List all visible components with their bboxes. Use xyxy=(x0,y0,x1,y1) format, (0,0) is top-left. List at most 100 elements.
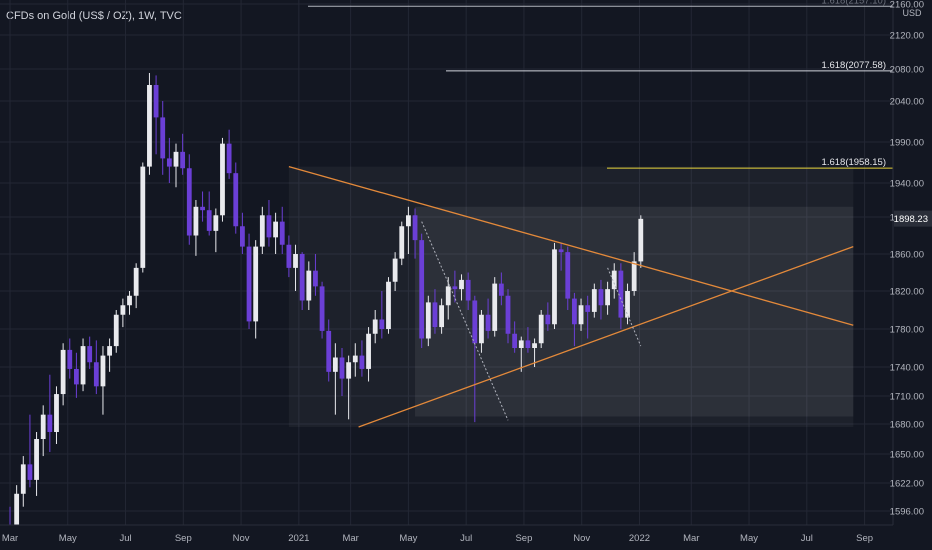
triangle-lower-line xyxy=(358,245,854,428)
candle-body xyxy=(266,215,272,238)
time-tick-label: 2022 xyxy=(629,533,650,544)
candle-body xyxy=(565,252,571,299)
candle-body xyxy=(34,439,39,480)
candle-body xyxy=(379,319,385,329)
candle-body xyxy=(598,289,604,306)
candle-body xyxy=(193,206,199,236)
time-axis[interactable]: Mar May Jul Sep Nov 2021 Mar May Jul Sep Nov 2022 Ma… xyxy=(0,524,932,550)
candle-body xyxy=(100,355,106,387)
candle-body xyxy=(186,168,192,236)
time-tick-label: Mar xyxy=(2,533,18,544)
candle-body xyxy=(578,305,584,325)
dashed-projection-line xyxy=(421,221,509,421)
candle-body xyxy=(93,362,99,387)
price-tick-label: 1860.00 xyxy=(890,250,924,261)
candle-body xyxy=(120,305,126,315)
price-tick-label: 1622.00 xyxy=(890,479,924,490)
candle-body xyxy=(591,289,597,312)
candle-body xyxy=(332,357,338,372)
candle-body xyxy=(20,464,26,494)
candle-body xyxy=(40,414,46,439)
candle-body xyxy=(113,314,119,347)
time-tick-label: Mar xyxy=(342,533,358,544)
trend-lines xyxy=(288,165,854,428)
candle-body xyxy=(173,151,179,167)
candle-body xyxy=(631,261,637,291)
candle-body xyxy=(200,206,205,211)
price-axis[interactable]: 1596.00 1622.00 1650.00 1680.00 1710.00 1740.… xyxy=(890,0,932,550)
time-tick-label: May xyxy=(399,533,417,544)
time-tick-label: Sep xyxy=(175,533,192,544)
candle-body xyxy=(206,210,212,231)
candle-body xyxy=(406,215,411,227)
candle-body xyxy=(525,340,531,348)
price-tick-label: 2080.00 xyxy=(890,65,924,76)
candle-body xyxy=(253,246,259,322)
candle-body xyxy=(465,279,471,301)
candle-body xyxy=(107,346,112,356)
candle-body xyxy=(319,286,325,331)
candle-body xyxy=(419,240,425,339)
price-tick-label: 1990.00 xyxy=(890,138,924,149)
candle-body xyxy=(399,226,405,259)
candle-body xyxy=(180,151,186,169)
price-tick-label: 1650.00 xyxy=(890,450,924,461)
candle-body xyxy=(459,279,464,290)
candle-body xyxy=(425,302,431,339)
candle-body xyxy=(233,173,239,227)
price-tick-label: 2120.00 xyxy=(890,31,924,42)
candle-body xyxy=(432,302,438,328)
time-tick-label: May xyxy=(740,533,758,544)
candle-body xyxy=(60,349,66,395)
candle-body xyxy=(392,258,398,282)
price-tick-label: 1710.00 xyxy=(890,392,924,403)
candle-body xyxy=(638,218,644,262)
fib-level-label: 1.618(2077.58) xyxy=(822,60,886,71)
candle-body xyxy=(439,305,444,328)
candle-body xyxy=(485,314,491,331)
candle-body xyxy=(538,314,544,344)
candle-body xyxy=(279,221,285,245)
price-tick-label: 1596.00 xyxy=(890,507,924,518)
candle-body xyxy=(166,158,172,167)
fib-levels: 1.618(2157.10) 1.618(2077.58) 1.618(1958.1… xyxy=(308,0,893,169)
candle-body xyxy=(479,314,484,344)
time-tick-label: Sep xyxy=(515,533,532,544)
candle-body xyxy=(220,143,225,216)
candle-body xyxy=(326,330,332,372)
time-tick-label: 2021 xyxy=(288,533,309,544)
candle-body xyxy=(445,286,451,306)
time-tick-label: Nov xyxy=(233,533,250,544)
candle-body xyxy=(127,295,132,306)
candle-body xyxy=(286,244,292,268)
last-price-tag xyxy=(894,210,932,227)
candle-body xyxy=(505,295,511,334)
candle-body xyxy=(259,215,265,247)
candle-body xyxy=(518,340,524,348)
candle-body xyxy=(87,346,93,363)
candle-body xyxy=(153,85,159,118)
candle-body xyxy=(625,291,630,318)
candle-body xyxy=(27,464,33,480)
range-boxes xyxy=(288,166,854,427)
candle-body xyxy=(306,270,312,301)
candle-body xyxy=(226,143,232,174)
candle-body xyxy=(240,226,245,247)
price-axis-bg xyxy=(893,0,932,550)
range-box-inner xyxy=(415,206,854,417)
time-tick-label: Mar xyxy=(683,533,699,544)
time-tick-label: May xyxy=(59,533,77,544)
candle-body xyxy=(67,349,73,369)
fib-level-label: 1.618(2157.10) xyxy=(822,0,886,6)
candle-body xyxy=(74,368,79,385)
chart-title: CFDs on Gold (US$ / OZ), 1W, TVC xyxy=(6,10,182,22)
candle-body xyxy=(147,85,152,167)
candle-body xyxy=(545,314,551,325)
candle-body xyxy=(299,254,305,301)
candle-body xyxy=(512,333,518,348)
candle-body xyxy=(140,166,146,268)
candle-body xyxy=(372,319,378,334)
candle-body xyxy=(558,249,564,253)
candle-body xyxy=(273,221,278,238)
